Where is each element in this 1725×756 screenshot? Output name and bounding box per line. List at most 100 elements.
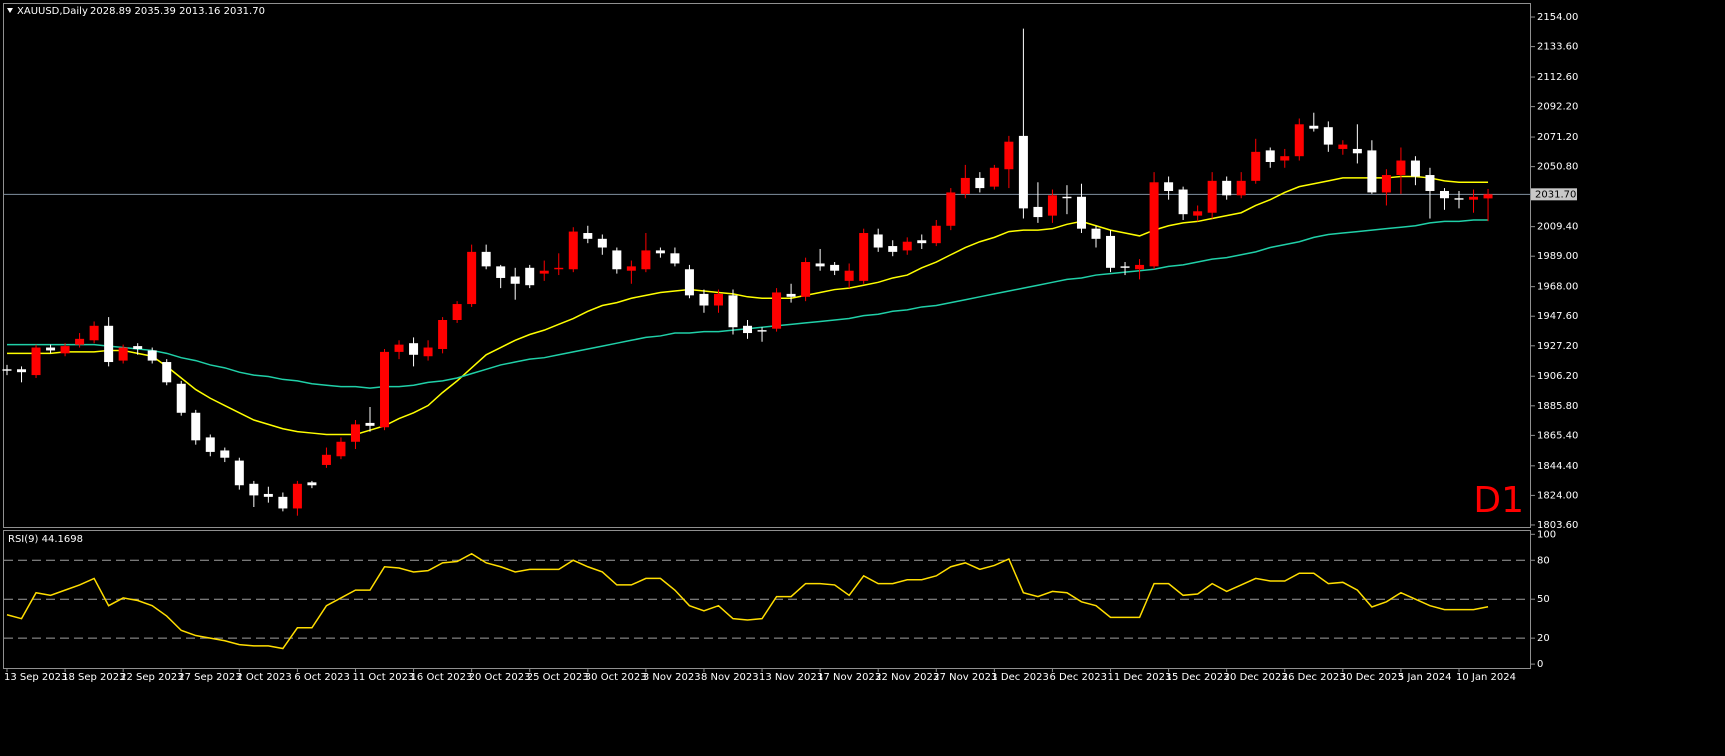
candle-body <box>1338 144 1348 149</box>
y-tick-label: 1824.00 <box>1537 490 1578 501</box>
ohlc-readout: 2028.89 2035.39 2013.16 2031.70 <box>90 6 265 17</box>
candle-body <box>249 483 259 496</box>
timeframe-label: D1 <box>1473 480 1524 521</box>
x-tick-label: 20 Dec 2023 <box>1224 672 1288 683</box>
candle-body <box>1454 198 1464 200</box>
candle-body <box>525 267 535 286</box>
x-tick-label: 27 Nov 2023 <box>933 672 997 683</box>
candle-body <box>394 344 404 352</box>
candle-body <box>220 450 230 458</box>
x-tick-label: 25 Oct 2023 <box>527 672 589 683</box>
candle-body <box>133 346 143 349</box>
candle-body <box>205 437 215 452</box>
candle-body <box>728 295 738 328</box>
rsi-title: RSI(9) 44.1698 <box>8 534 83 545</box>
rsi-line <box>6 552 1489 650</box>
x-tick-label: 20 Oct 2023 <box>469 672 531 683</box>
candle-body <box>1367 150 1377 193</box>
last-price-box <box>1531 188 1577 201</box>
y-tick-label: 0 <box>1537 659 1543 670</box>
candle-body <box>975 177 985 189</box>
main-frame <box>3 3 1531 528</box>
candle-body <box>496 266 506 278</box>
y-tick-label: 50 <box>1537 594 1550 605</box>
candle-body <box>931 225 941 244</box>
candle-body <box>1222 180 1232 196</box>
candle-body <box>263 493 273 497</box>
candle-body <box>1396 160 1406 176</box>
x-tick-label: 18 Sep 2023 <box>62 672 125 683</box>
candle-body <box>1193 211 1203 216</box>
y-tick-label: 1885.80 <box>1537 401 1578 412</box>
candle-body <box>670 253 680 264</box>
candle-body <box>423 347 433 357</box>
candle-body <box>699 293 709 306</box>
candle-body <box>713 293 723 306</box>
x-tick-label: 26 Dec 2023 <box>1282 672 1346 683</box>
candle-body <box>772 292 782 329</box>
candle-body <box>1033 206 1043 218</box>
candle-body <box>17 369 27 373</box>
y-tick-label: 2133.60 <box>1537 42 1578 53</box>
candle-body <box>1469 196 1479 200</box>
candle-body <box>1294 124 1304 157</box>
symbol-title: XAUUSD,Daily <box>17 6 88 17</box>
y-tick-label: 2112.60 <box>1537 72 1578 83</box>
candle-body <box>104 325 114 363</box>
candle-body <box>1018 135 1028 209</box>
candle-body <box>801 262 811 297</box>
candle-body <box>176 383 186 413</box>
candle-body <box>75 338 85 345</box>
y-tick-label: 1947.60 <box>1537 311 1578 322</box>
candle-body <box>888 246 898 252</box>
candle-body <box>321 454 331 465</box>
candle-body <box>467 251 477 305</box>
candle-body <box>1309 125 1319 129</box>
x-tick-label: 10 Jan 2024 <box>1456 672 1516 683</box>
y-tick-label: 2154.00 <box>1537 12 1578 23</box>
candle-body <box>960 177 970 194</box>
candle-body <box>1410 160 1420 177</box>
candle-body <box>1425 175 1435 191</box>
candle-body <box>118 347 128 361</box>
collapse-arrow[interactable] <box>7 8 13 13</box>
candle-body <box>554 267 564 270</box>
y-tick-label: 100 <box>1537 529 1556 540</box>
x-tick-label: 1 Dec 2023 <box>991 672 1049 683</box>
candle-body <box>191 412 201 441</box>
candle-body <box>1323 127 1333 145</box>
candle-body <box>292 483 302 509</box>
candle-body <box>1265 150 1275 162</box>
candle-body <box>684 269 694 296</box>
candle-body <box>336 441 346 457</box>
candle-body <box>162 362 172 383</box>
candle-body <box>438 319 448 349</box>
x-tick-label: 17 Nov 2023 <box>817 672 881 683</box>
rsi-frame <box>3 530 1531 669</box>
candle-body <box>989 167 999 187</box>
candle-body <box>1076 196 1086 229</box>
y-tick-label: 20 <box>1537 633 1550 644</box>
candle-body <box>902 241 912 251</box>
candle-body <box>1352 148 1362 154</box>
candle-body <box>1164 182 1174 191</box>
y-tick-label: 2009.40 <box>1537 222 1578 233</box>
candle-body <box>568 231 578 270</box>
candle-body <box>350 424 360 442</box>
x-tick-label: 13 Sep 2023 <box>4 672 67 683</box>
x-tick-label: 13 Nov 2023 <box>759 672 823 683</box>
candle-body <box>278 496 288 509</box>
candle-body <box>815 263 825 267</box>
x-tick-label: 27 Sep 2023 <box>178 672 241 683</box>
x-tick-label: 8 Nov 2023 <box>701 672 759 683</box>
last-price-label: 2031.70 <box>1535 189 1576 200</box>
candle-body <box>1004 141 1014 170</box>
x-tick-label: 16 Oct 2023 <box>411 672 473 683</box>
candle-body <box>626 266 636 271</box>
candle-body <box>873 234 883 248</box>
candle-body <box>452 304 462 320</box>
candle-body <box>655 250 665 254</box>
